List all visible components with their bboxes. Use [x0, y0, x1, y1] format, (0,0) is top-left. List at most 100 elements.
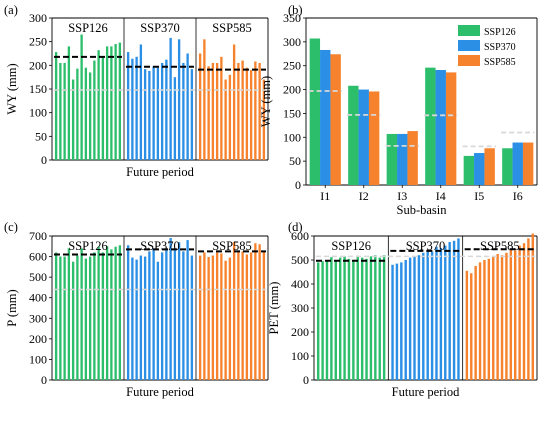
panel-c: (c) 0 100 200 300 400 500 600 700 P (mm) SSP126 SSP… — [4, 220, 269, 399]
bar-ssp585 — [465, 270, 469, 380]
bar-ssp370 — [177, 39, 181, 160]
panel-label: (b) — [288, 3, 303, 17]
panel-label: (d) — [288, 220, 303, 234]
group-title: SSP585 — [212, 21, 252, 35]
legend-swatch — [458, 25, 480, 36]
y-tick-label: 500 — [29, 270, 47, 284]
bar-ssp585 — [483, 260, 486, 380]
bar-ssp126 — [374, 255, 377, 380]
bar-ssp370 — [156, 261, 160, 380]
bar-ssp585 — [505, 252, 508, 380]
bar-ssp585 — [198, 53, 202, 160]
bar-ssp370 — [512, 142, 523, 185]
bar-ssp370 — [169, 37, 172, 160]
y-tick-label: 50 — [35, 129, 47, 143]
bar-ssp585 — [522, 243, 526, 380]
legend-label: SSP126 — [484, 27, 516, 38]
y-tick-label: 100 — [291, 349, 309, 363]
y-tick-label: 200 — [283, 83, 301, 97]
bar-ssp126 — [352, 260, 355, 380]
y-tick-label: 300 — [291, 301, 309, 315]
bar-ssp370 — [131, 257, 134, 380]
bar-ssp370 — [126, 245, 130, 380]
y-tick-label: 300 — [29, 311, 47, 325]
bar-ssp585 — [470, 273, 473, 380]
y-tick-label: 0 — [41, 373, 47, 387]
bar-ssp585 — [215, 62, 219, 160]
bar-ssp126 — [76, 68, 79, 160]
bar-ssp370 — [131, 58, 134, 160]
bar-ssp370 — [395, 263, 399, 380]
x-axis-title: Future period — [392, 385, 460, 399]
group-title: SSP126 — [68, 21, 108, 35]
y-tick-label: 700 — [29, 229, 47, 243]
bar-ssp370 — [186, 53, 189, 160]
bar-ssp370 — [444, 245, 447, 380]
bar-ssp370 — [173, 248, 177, 380]
bar-ssp370 — [165, 59, 168, 160]
bar-ssp370 — [435, 70, 446, 185]
panel-d: (d) 0 100 200 300 400 500 600 PET (mm) SSP126 SSP3… — [267, 220, 538, 399]
panel-a: (a) 0 50 100 150 200 250 300 WY (mm) SSP126 SSP370… — [4, 3, 269, 179]
bar-ssp585 — [500, 255, 504, 380]
bar-ssp370 — [143, 256, 147, 380]
bar-ssp585 — [220, 56, 223, 160]
bar-ssp370 — [448, 242, 451, 380]
bar-ssp370 — [182, 251, 185, 380]
bar-ssp370 — [143, 69, 147, 160]
y-tick-label: 150 — [29, 82, 47, 96]
bar-ssp370 — [452, 240, 456, 380]
y-tick-label: 400 — [291, 277, 309, 291]
bar-ssp126 — [347, 258, 351, 380]
bar-ssp126 — [463, 155, 475, 185]
y-tick-label: 600 — [29, 250, 47, 264]
bar-ssp126 — [378, 257, 381, 380]
y-tick-label: 400 — [29, 291, 47, 305]
bar-ssp585 — [249, 70, 253, 160]
bar-ssp370 — [177, 242, 181, 380]
bar-ssp126 — [80, 248, 83, 380]
bar-ssp126 — [54, 252, 58, 380]
bar-ssp370 — [148, 251, 151, 380]
bar-ssp585 — [262, 251, 266, 380]
y-tick-label: 250 — [283, 59, 301, 73]
bar-ssp126 — [118, 245, 122, 380]
bar-ssp126 — [309, 38, 321, 185]
bar-ssp126 — [382, 255, 386, 380]
bar-ssp370 — [139, 44, 143, 160]
bar-ssp370 — [126, 52, 130, 160]
bar-ssp585 — [496, 254, 499, 380]
bar-ssp126 — [343, 256, 346, 380]
x-axis-title: Sub-basin — [397, 203, 448, 217]
group-title: SSP126 — [331, 239, 371, 253]
bar-ssp370 — [148, 71, 151, 160]
legend-label: SSP585 — [484, 57, 516, 68]
bar-ssp585 — [207, 256, 210, 380]
bar-ssp585 — [203, 252, 206, 380]
bar-ssp370 — [156, 67, 160, 160]
bar-ssp585 — [478, 262, 482, 380]
y-axis-title: WY (mm) — [259, 76, 273, 127]
y-tick-label: 200 — [29, 58, 47, 72]
bar-ssp370 — [165, 248, 168, 380]
bar-ssp370 — [160, 62, 164, 160]
bar-ssp370 — [152, 66, 155, 160]
x-tick-label: I2 — [359, 189, 369, 203]
bar-ssp370 — [400, 262, 403, 380]
bar-ssp126 — [348, 85, 359, 185]
bar-ssp126 — [110, 249, 113, 380]
bar-ssp585 — [207, 66, 210, 160]
y-tick-label: 200 — [29, 332, 47, 346]
bar-ssp585 — [211, 255, 215, 380]
y-tick-label: 300 — [283, 35, 301, 49]
legend-swatch — [458, 55, 480, 66]
bar-ssp370 — [169, 238, 172, 380]
y-tick-label: 50 — [289, 154, 301, 168]
bar-ssp126 — [54, 52, 58, 160]
x-tick-label: I4 — [436, 189, 446, 203]
y-axis-title: PET (mm) — [267, 282, 281, 335]
bar-ssp585 — [518, 245, 521, 380]
bar-ssp126 — [105, 46, 109, 160]
bar-ssp370 — [408, 257, 412, 380]
